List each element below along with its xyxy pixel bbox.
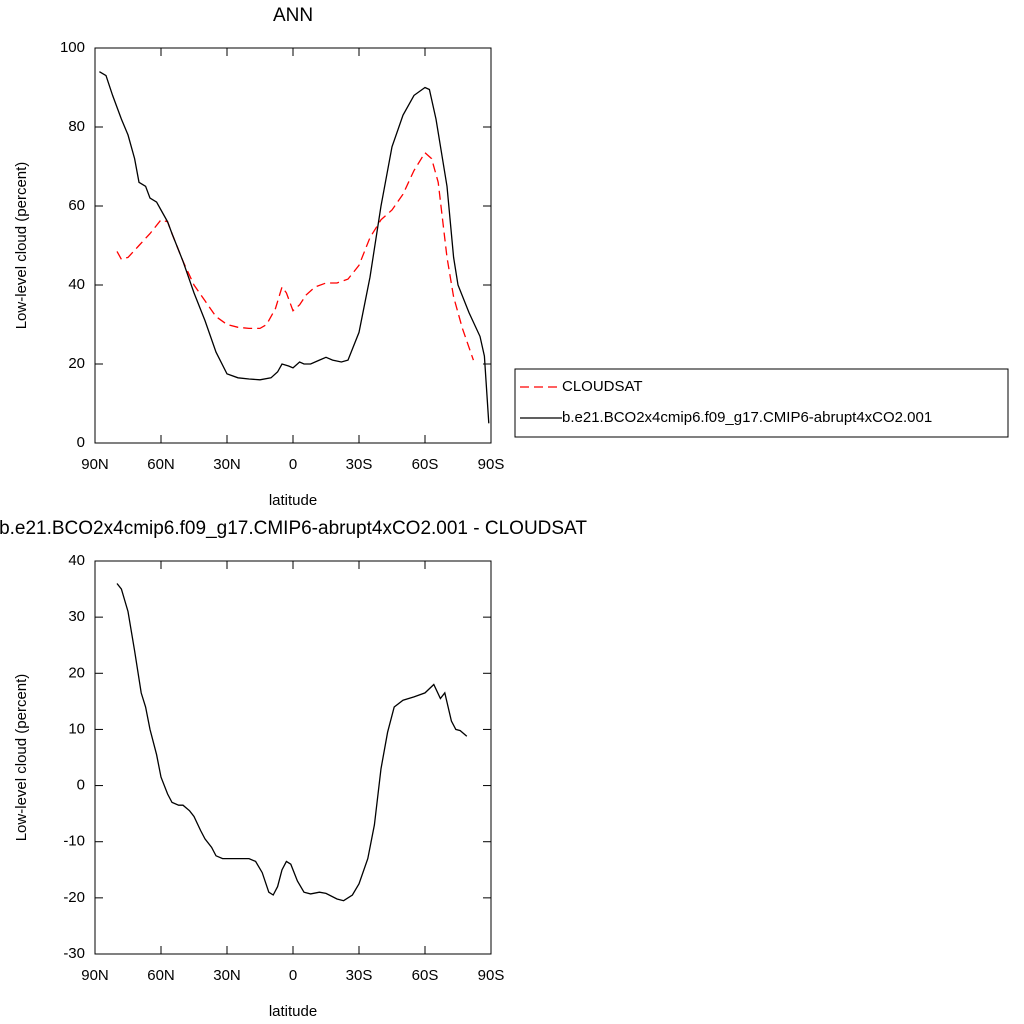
y-tick-label: 0 xyxy=(77,777,85,794)
x-axis-label: latitude xyxy=(269,1003,317,1020)
plot-frame xyxy=(94,560,492,955)
x-tick-label: 30N xyxy=(213,456,241,473)
y-tick-label: 20 xyxy=(68,664,85,681)
data-line xyxy=(116,583,468,902)
legend-label: CLOUDSAT xyxy=(562,378,643,395)
x-axis-label: latitude xyxy=(269,492,317,509)
x-tick-label: 30S xyxy=(346,456,373,473)
y-tick-label: 20 xyxy=(68,355,85,372)
x-tick-label: 60S xyxy=(412,456,439,473)
y-tick-label: 40 xyxy=(68,552,85,569)
chart-title: ANN xyxy=(273,5,313,26)
data-line xyxy=(116,151,475,361)
x-tick-label: 30N xyxy=(213,967,241,984)
y-tick-label: -10 xyxy=(63,833,85,850)
y-tick-label: 80 xyxy=(68,118,85,135)
x-tick-label: 60N xyxy=(147,967,175,984)
x-tick-label: 90N xyxy=(81,456,109,473)
x-tick-label: 0 xyxy=(289,967,297,984)
y-tick-label: 10 xyxy=(68,720,85,737)
y-tick-label: 100 xyxy=(60,39,85,56)
x-tick-label: 60N xyxy=(147,456,175,473)
x-tick-label: 30S xyxy=(346,967,373,984)
y-tick-label: 0 xyxy=(77,434,85,451)
x-tick-label: 90S xyxy=(478,456,505,473)
legend-label: b.e21.BCO2x4cmip6.f09_g17.CMIP6-abrupt4x… xyxy=(562,409,932,426)
legend-box xyxy=(514,368,1009,438)
chart-title: b.e21.BCO2x4cmip6.f09_g17.CMIP6-abrupt4x… xyxy=(0,518,587,539)
y-tick-label: 60 xyxy=(68,197,85,214)
plot-frame xyxy=(94,47,492,444)
y-tick-label: -20 xyxy=(63,889,85,906)
x-tick-label: 90S xyxy=(478,967,505,984)
y-tick-label: -30 xyxy=(63,945,85,962)
y-tick-label: 40 xyxy=(68,276,85,293)
data-line xyxy=(99,71,490,424)
x-tick-label: 90N xyxy=(81,967,109,984)
x-tick-label: 60S xyxy=(412,967,439,984)
y-axis-label: Low-level cloud (percent) xyxy=(13,674,30,842)
x-tick-label: 0 xyxy=(289,456,297,473)
y-axis-label: Low-level cloud (percent) xyxy=(13,162,30,330)
y-tick-label: 30 xyxy=(68,608,85,625)
